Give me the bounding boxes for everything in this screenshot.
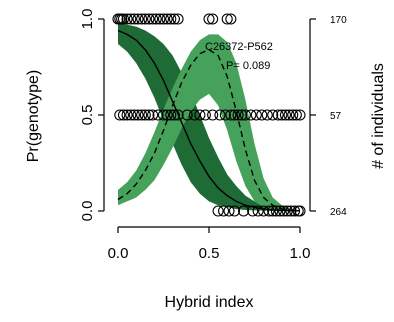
data-point xyxy=(228,109,241,121)
data-point xyxy=(128,109,140,121)
y2-tick-label: 264 xyxy=(330,207,347,218)
data-point xyxy=(288,205,301,217)
data-point xyxy=(125,13,137,25)
data-point xyxy=(117,13,130,25)
x-tick-label: 0.5 xyxy=(199,245,220,262)
data-point xyxy=(136,13,148,25)
data-point xyxy=(157,13,170,25)
data-point xyxy=(132,109,144,121)
data-point xyxy=(143,109,155,121)
data-point xyxy=(236,109,248,121)
fitted-curve-1 xyxy=(117,29,301,212)
data-point xyxy=(225,109,237,121)
data-point xyxy=(212,205,224,217)
data-point xyxy=(287,109,299,121)
axes: 0.0 0.5 1.0 264 57 170 0.0 0.5 1.0 xyxy=(79,9,347,262)
data-point xyxy=(294,109,306,121)
confidence-bands xyxy=(118,22,300,212)
data-point xyxy=(258,205,270,217)
data-point xyxy=(152,109,164,121)
y2-tick-label: 170 xyxy=(330,15,347,26)
data-point xyxy=(232,109,244,121)
data-point xyxy=(223,205,235,217)
data-point xyxy=(267,205,279,217)
data-point xyxy=(114,109,126,121)
data-point xyxy=(278,205,290,217)
data-point xyxy=(168,13,180,25)
data-point xyxy=(283,109,295,121)
data-point xyxy=(207,109,219,121)
data-point xyxy=(161,109,173,121)
data-point xyxy=(121,109,133,121)
y2-tick-label: 57 xyxy=(330,111,342,122)
data-point xyxy=(290,109,302,121)
data-point xyxy=(252,205,264,217)
data-point xyxy=(154,13,166,25)
data-point xyxy=(194,109,206,121)
confidence-band-2 xyxy=(118,34,300,211)
data-point xyxy=(168,109,180,121)
data-point xyxy=(117,109,130,121)
y-tick-label: 0.0 xyxy=(79,201,96,222)
data-point xyxy=(147,13,159,25)
data-points xyxy=(112,13,306,217)
data-point xyxy=(132,13,144,25)
fitted-curves xyxy=(117,29,301,212)
y-tick-label: 0.5 xyxy=(79,105,96,126)
data-point xyxy=(172,13,184,25)
data-point xyxy=(279,109,291,121)
data-point xyxy=(263,205,275,217)
data-point xyxy=(181,109,193,121)
data-point xyxy=(203,13,215,25)
data-point xyxy=(285,205,297,217)
data-point xyxy=(165,109,177,121)
data-point xyxy=(188,109,200,121)
data-point xyxy=(161,13,173,25)
data-point xyxy=(294,205,306,217)
confidence-band-1 xyxy=(118,22,300,212)
data-point xyxy=(165,13,177,25)
data-point xyxy=(214,109,226,121)
data-point xyxy=(261,109,273,121)
data-point xyxy=(239,109,251,121)
data-point xyxy=(218,205,230,217)
data-point xyxy=(270,205,282,217)
data-point xyxy=(281,205,293,217)
data-point xyxy=(250,109,262,121)
data-point xyxy=(139,109,151,121)
data-point xyxy=(139,13,151,25)
x-tick-label: 0.0 xyxy=(108,245,129,262)
data-point xyxy=(219,109,231,121)
annotation-marker: C26372-P562 xyxy=(205,41,273,53)
x-axis-label: Hybrid index xyxy=(165,294,254,311)
y2-axis-label: # of individuals xyxy=(370,63,387,169)
data-point xyxy=(125,109,137,121)
data-point xyxy=(256,109,268,121)
data-point xyxy=(272,109,284,121)
data-point xyxy=(221,13,233,25)
data-point xyxy=(276,109,288,121)
x-tick-label: 1.0 xyxy=(290,245,311,262)
data-point xyxy=(136,109,148,121)
data-point xyxy=(147,109,159,121)
data-point xyxy=(172,109,184,121)
data-point xyxy=(267,109,279,121)
data-point xyxy=(228,205,241,217)
data-point xyxy=(143,13,155,25)
data-point xyxy=(238,205,250,217)
data-point xyxy=(157,109,170,121)
data-point xyxy=(150,13,162,25)
data-point xyxy=(247,205,259,217)
y-axis-label: Pr(genotype) xyxy=(25,70,42,163)
annotation-p-value: P= 0.089 xyxy=(226,60,270,72)
data-point xyxy=(274,205,286,217)
data-point xyxy=(128,13,140,25)
data-point xyxy=(199,109,211,121)
data-point xyxy=(207,13,219,25)
data-point xyxy=(245,109,257,121)
data-point xyxy=(225,13,237,25)
data-point xyxy=(121,13,133,25)
y-tick-label: 1.0 xyxy=(79,9,96,30)
